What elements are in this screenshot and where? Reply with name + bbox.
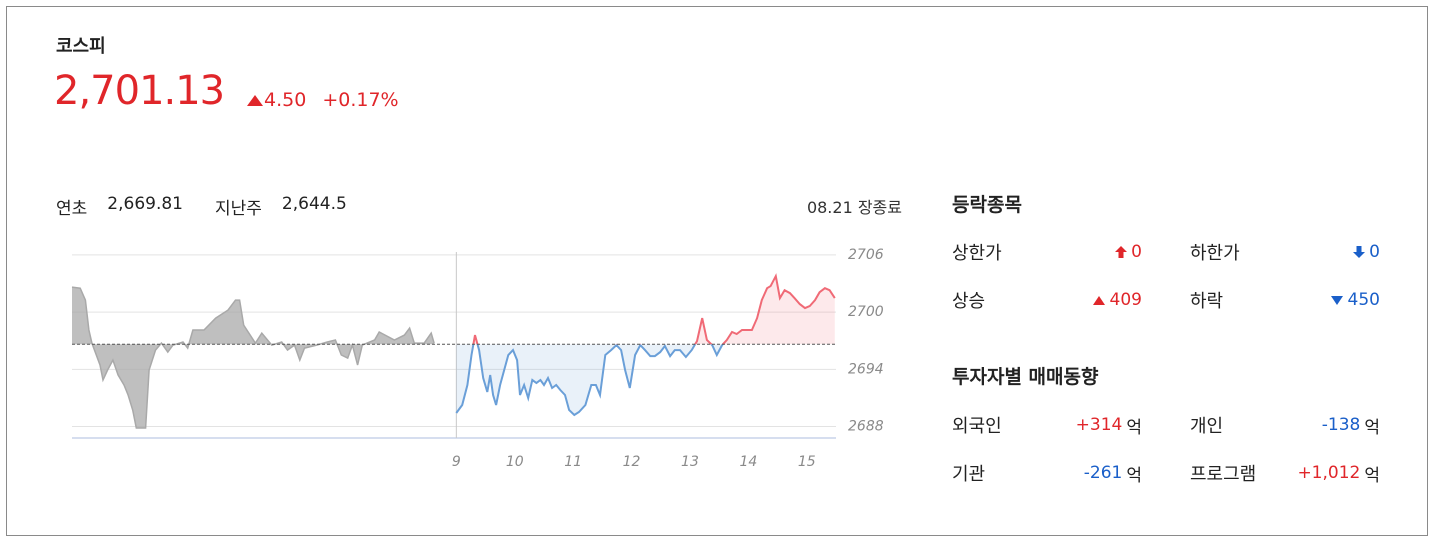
summary-item: 연초 2,669.81 (56, 194, 183, 219)
value: 2,644.5 (281, 194, 347, 214)
stat-row: 하한가 0 (1190, 239, 1380, 265)
investor-row: 개인 -138 억 (1190, 412, 1380, 438)
value: +314 억 (1076, 413, 1142, 438)
stat-row: 상한가 0 (952, 239, 1142, 265)
investor-row: 프로그램 +1,012 억 (1190, 460, 1380, 486)
change-amount: 4.50 (246, 89, 306, 111)
stat-row: 하락 450 (1190, 287, 1380, 313)
label: 하락 (1190, 291, 1224, 312)
change-percent: +0.17% (322, 89, 399, 111)
value: 0 (1115, 242, 1142, 262)
value-text: +1,012 (1297, 463, 1361, 483)
value-text: -261 (1083, 463, 1123, 483)
summary: 연초 2,669.81 지난주 2,644.5 (56, 194, 347, 219)
label: 기관 (952, 464, 986, 485)
unit: 억 (1126, 417, 1142, 438)
change-value: 4.50 (264, 89, 307, 111)
value: 409 (1092, 290, 1142, 310)
index-change: 4.50 +0.17% (246, 89, 399, 111)
section-title: 등락종목 (952, 194, 1022, 216)
label: 상한가 (952, 243, 1002, 264)
value: 0 (1353, 242, 1380, 262)
value-text: 0 (1131, 242, 1142, 262)
up-arrow (1115, 246, 1128, 258)
unit: 억 (1364, 417, 1380, 438)
investor-row: 기관 -261 억 (952, 460, 1142, 486)
up-triangle (1092, 296, 1105, 305)
value: 2,669.81 (107, 194, 183, 214)
label: 상승 (952, 291, 986, 312)
down-arrow (1353, 246, 1366, 258)
unit: 억 (1364, 465, 1380, 486)
value: -138 억 (1322, 413, 1380, 438)
value-text: 450 (1347, 290, 1380, 310)
label: 프로그램 (1190, 464, 1257, 485)
value-text: -138 (1321, 415, 1361, 435)
unit: 억 (1126, 465, 1142, 486)
label: 연초 (56, 199, 88, 219)
widget-frame (6, 6, 1428, 536)
index-price: 2,701.13 (54, 68, 225, 114)
label: 개인 (1190, 416, 1224, 437)
value-text: 0 (1369, 242, 1380, 262)
label: 외국인 (952, 416, 1002, 437)
label: 하한가 (1190, 243, 1240, 264)
value-text: 409 (1109, 290, 1142, 310)
stat-row: 상승 409 (952, 287, 1142, 313)
label: 지난주 (214, 199, 262, 219)
market-status: 08.21 장종료 (806, 198, 902, 217)
investor-row: 외국인 +314 억 (952, 412, 1142, 438)
section-title: 투자자별 매매동향 (952, 366, 1099, 388)
value: -261 억 (1084, 461, 1142, 486)
index-name: 코스피 (56, 36, 106, 57)
down-triangle (1330, 296, 1343, 305)
up-triangle (247, 95, 263, 106)
value: 450 (1330, 290, 1380, 310)
value: +1,012 억 (1297, 461, 1380, 486)
summary-item: 지난주 2,644.5 (215, 194, 347, 219)
value-text: +314 (1075, 415, 1123, 435)
